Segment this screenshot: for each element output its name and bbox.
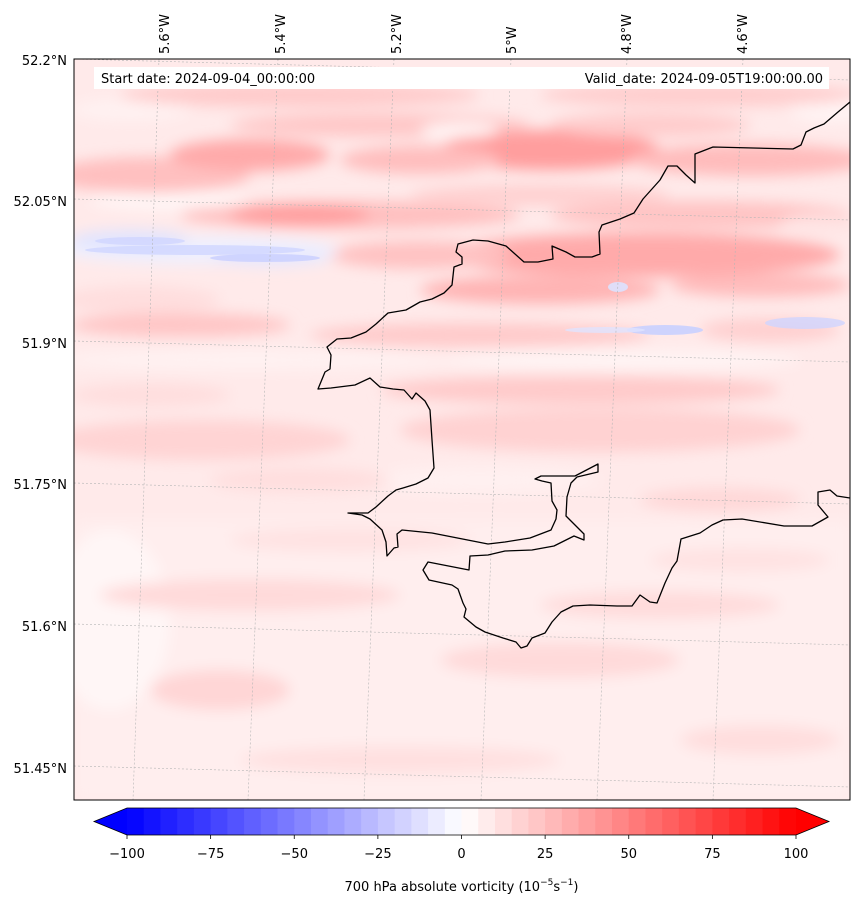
- colorbar-segment: [277, 808, 295, 835]
- colorbar: −100 −75 −50 −25 0 25 50 75 100 700 hPa absolute…: [92, 807, 831, 895]
- colorbar-segment: [310, 808, 329, 835]
- valid-date-label: Valid_date: 2024-09-05T19:00:00.00: [585, 72, 823, 87]
- colorbar-segment: [411, 808, 429, 835]
- colorbar-segments: [127, 808, 797, 835]
- lat-label-51-75n: 51.75°N: [14, 478, 67, 493]
- colorbar-segment: [678, 808, 697, 835]
- colorbar-segment: [779, 808, 797, 835]
- colorbar-segment: [578, 808, 596, 835]
- colorbar-segment: [361, 808, 379, 835]
- lon-label-5w: 5°W: [505, 26, 520, 54]
- colorbar-label-prefix: 700 hPa absolute vorticity (10: [345, 880, 541, 895]
- colorbar-segment: [127, 808, 145, 835]
- map-frame: [73, 58, 851, 801]
- lon-label-5-6w: 5.6°W: [158, 14, 173, 54]
- colorbar-label-exp2: −1: [560, 878, 573, 888]
- colorbar-segment: [327, 808, 346, 835]
- colorbar-segment: [344, 808, 362, 835]
- colorbar-segment: [628, 808, 647, 835]
- colorbar-segment: [494, 808, 513, 835]
- colorbar-segment: [210, 808, 228, 835]
- colorbar-tick-label: 75: [704, 847, 721, 862]
- colorbar-segment: [645, 808, 663, 835]
- vorticity-field: [74, 83, 850, 800]
- colorbar-tick-label: 25: [537, 847, 554, 862]
- colorbar-segment: [561, 808, 580, 835]
- colorbar-segment: [545, 808, 563, 835]
- colorbar-segment: [662, 808, 680, 835]
- latitude-labels: 52.2°N 52.05°N 51.9°N 51.75°N 51.6°N 51.…: [14, 54, 67, 777]
- lon-label-5-2w: 5.2°W: [390, 14, 405, 54]
- colorbar-segment: [294, 808, 312, 835]
- negative-vorticity-streaks: [85, 237, 845, 335]
- colorbar-segment: [244, 808, 262, 835]
- colorbar-tick-label: 100: [784, 847, 809, 862]
- lon-label-5-4w: 5.4°W: [274, 14, 289, 54]
- start-date-label: Start date: 2024-09-04_00:00:00: [101, 72, 315, 87]
- coastline: [317, 101, 850, 649]
- colorbar-extend-min: [94, 808, 127, 835]
- lat-label-51-9n: 51.9°N: [22, 337, 67, 352]
- colorbar-segment: [712, 808, 730, 835]
- lat-label-51-45n: 51.45°N: [14, 762, 67, 777]
- colorbar-extend-max: [796, 808, 829, 835]
- colorbar-segment: [595, 808, 613, 835]
- colorbar-segment: [478, 808, 496, 835]
- colorbar-segment: [160, 808, 178, 835]
- colorbar-segment: [762, 808, 780, 835]
- colorbar-segment: [461, 808, 479, 835]
- date-banner: [94, 67, 829, 89]
- colorbar-segment: [444, 808, 463, 835]
- colorbar-segment: [394, 808, 412, 835]
- colorbar-tick-label: −100: [109, 847, 145, 862]
- longitude-labels: 5.6°W 5.4°W 5.2°W 5°W 4.8°W 4.6°W: [158, 14, 751, 54]
- colorbar-label-mid: s: [553, 880, 560, 895]
- colorbar-segment: [227, 808, 245, 835]
- colorbar-segment: [745, 808, 764, 835]
- colorbar-label-suffix: ): [573, 880, 578, 895]
- colorbar-segment: [260, 808, 279, 835]
- colorbar-segment: [177, 808, 195, 835]
- colorbar-segment: [143, 808, 162, 835]
- colorbar-tick-label: 0: [457, 847, 465, 862]
- colorbar-label: 700 hPa absolute vorticity (10−5s−1): [345, 878, 579, 895]
- colorbar-segment: [511, 808, 530, 835]
- colorbar-segment: [528, 808, 546, 835]
- lat-label-51-6n: 51.6°N: [22, 620, 67, 635]
- colorbar-tick-label: −75: [197, 847, 224, 862]
- colorbar-label-exp1: −5: [540, 878, 553, 888]
- colorbar-segment: [193, 808, 212, 835]
- map-panel: [74, 59, 850, 800]
- colorbar-tick-label: 50: [620, 847, 637, 862]
- colorbar-tick-label: −25: [364, 847, 391, 862]
- colorbar-segment: [612, 808, 630, 835]
- lon-label-4-6w: 4.6°W: [736, 14, 751, 54]
- lat-label-52-05n: 52.05°N: [14, 195, 67, 210]
- colorbar-ticks: −100 −75 −50 −25 0 25 50 75 100: [109, 835, 808, 862]
- colorbar-segment: [377, 808, 396, 835]
- colorbar-segment: [695, 808, 713, 835]
- colorbar-segment: [428, 808, 446, 835]
- colorbar-tick-label: −50: [281, 847, 308, 862]
- colorbar-segment: [729, 808, 747, 835]
- lat-label-52-2n: 52.2°N: [22, 54, 67, 69]
- lon-label-4-8w: 4.8°W: [620, 14, 635, 54]
